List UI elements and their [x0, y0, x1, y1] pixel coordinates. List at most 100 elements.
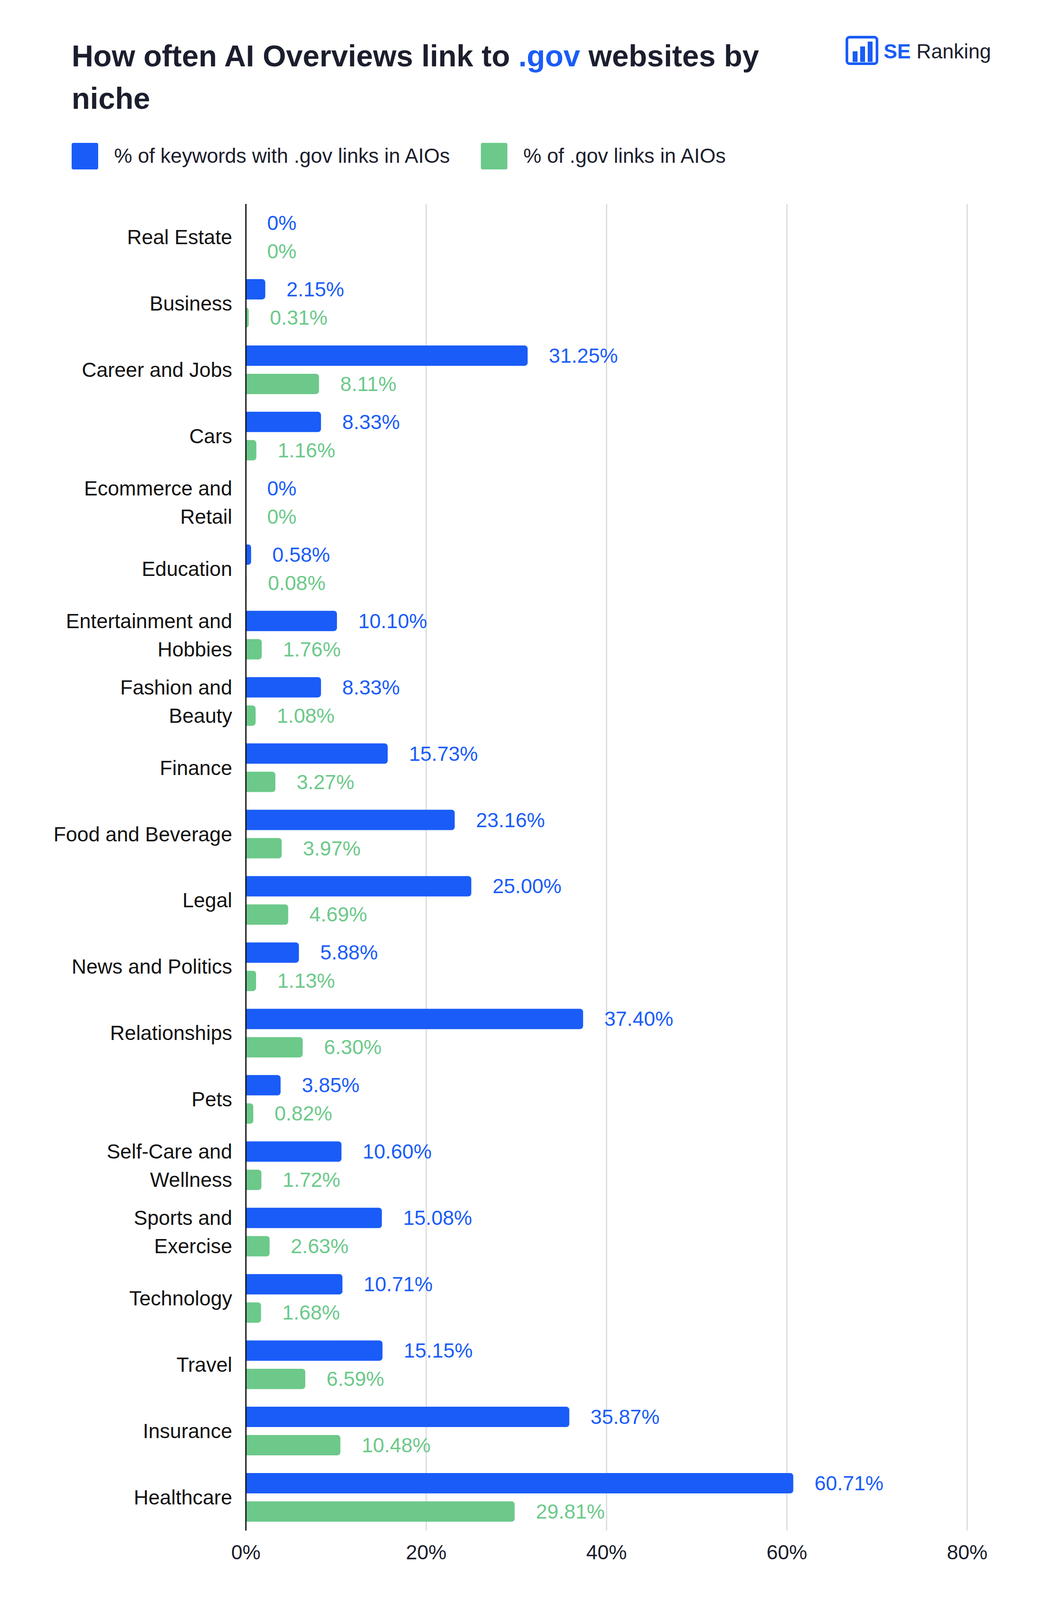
data-label: 0%: [267, 476, 297, 500]
data-label: 25.00%: [492, 874, 562, 898]
data-label: 10.71%: [363, 1272, 433, 1296]
data-label: 31.25%: [548, 344, 618, 368]
bar: [245, 1169, 262, 1190]
data-label: 8.33%: [342, 410, 400, 434]
bar: [245, 705, 256, 726]
data-label: 8.11%: [340, 372, 397, 396]
data-label: 6.30%: [323, 1035, 382, 1059]
data-label: 10.60%: [362, 1139, 432, 1163]
category-label: Self-Care andWellness: [106, 1139, 233, 1191]
grid-line: [786, 203, 788, 1531]
legend-label: % of .gov links in AIOs: [523, 144, 726, 168]
data-label: 0.31%: [269, 306, 328, 330]
bar: [245, 411, 322, 433]
bar: [245, 1406, 570, 1427]
bar: [245, 1368, 306, 1389]
data-label: 15.15%: [403, 1338, 473, 1362]
data-label: 4.69%: [309, 902, 368, 926]
data-label: 10.48%: [361, 1433, 431, 1457]
data-label: 1.16%: [277, 438, 336, 462]
category-label: News and Politics: [71, 954, 233, 978]
grid: 0% 20% 40% 60% 80%: [231, 203, 988, 1564]
logo-icon-bar: [852, 51, 858, 62]
tick-label: 40%: [585, 1540, 627, 1564]
data-label: 1.72%: [282, 1167, 341, 1191]
tick-label: 60%: [766, 1540, 808, 1564]
data-label: 3.97%: [302, 836, 361, 860]
data-label: 2.63%: [291, 1234, 349, 1258]
data-label: 15.73%: [409, 742, 479, 766]
bar: [245, 875, 472, 897]
bar: [245, 677, 322, 698]
chart: How often AI Overviews link to .gov webs…: [0, 0, 1053, 1600]
legend-swatch: [71, 142, 99, 170]
bar: [245, 1472, 794, 1494]
bar: [245, 1434, 341, 1456]
bar: [245, 1235, 270, 1256]
category-label: Insurance: [142, 1419, 233, 1443]
category-label: Legal: [182, 888, 233, 912]
legend-label: % of keywords with .gov links in AIOs: [114, 144, 450, 168]
title-group: How often AI Overviews link to .gov webs…: [71, 38, 760, 115]
grid-line: [966, 203, 969, 1531]
category-label: Healthcare: [134, 1485, 233, 1509]
category-label: Fashion andBeauty: [120, 675, 233, 728]
data-label: 0.82%: [274, 1101, 333, 1125]
bar: [245, 544, 252, 565]
tick-label: 0%: [231, 1540, 261, 1564]
data-label: 6.59%: [326, 1366, 384, 1390]
logo-text: SE Ranking: [883, 39, 992, 63]
category-label: Technology: [129, 1286, 233, 1310]
bar: [245, 903, 289, 925]
data-label: 15.08%: [402, 1206, 472, 1230]
logo-icon-bar: [860, 46, 866, 62]
category-label: Sports andExercise: [134, 1206, 233, 1258]
bar: [245, 440, 257, 461]
category-label: Career and Jobs: [81, 358, 233, 382]
data-label: 2.15%: [286, 277, 345, 301]
grid-line: [425, 203, 427, 1531]
bar: [245, 941, 299, 963]
bar: [245, 345, 528, 366]
bars: [245, 212, 794, 1522]
data-label: 0%: [267, 239, 297, 263]
logo-icon: [846, 37, 877, 64]
bar: [245, 610, 337, 632]
category-label: Ecommerce andRetail: [84, 476, 233, 529]
labels: Real Estate0%0%Business2.15%0.31%Career …: [53, 211, 884, 1523]
data-label: 0.08%: [268, 571, 326, 595]
grid-line: [605, 203, 608, 1531]
bar: [245, 838, 282, 859]
category-label: Relationships: [110, 1021, 233, 1045]
data-label: 8.33%: [342, 675, 400, 699]
category-label: Education: [141, 557, 233, 581]
axis-line: [245, 203, 247, 1531]
data-label: 37.40%: [604, 1007, 674, 1031]
tick-label: 80%: [946, 1540, 988, 1564]
category-label: Food and Beverage: [53, 822, 233, 846]
bar: [245, 373, 319, 395]
data-label: 5.88%: [320, 940, 378, 964]
data-label: 1.08%: [276, 704, 335, 728]
data-label: 1.13%: [277, 968, 335, 992]
legend-swatch: [480, 142, 508, 170]
bar: [245, 1036, 303, 1057]
data-label: 0%: [267, 211, 297, 235]
logo: SE Ranking: [846, 37, 992, 64]
category-label: Business: [149, 291, 233, 315]
data-label: 29.81%: [536, 1499, 605, 1523]
bar: [245, 1207, 382, 1228]
logo-icon-bar: [867, 41, 873, 62]
data-label: 0.58%: [272, 543, 330, 567]
data-label: 10.10%: [358, 609, 428, 633]
category-label: Entertainment andHobbies: [65, 609, 233, 661]
category-label: Travel: [176, 1352, 233, 1376]
bar: [245, 970, 257, 991]
bar: [245, 1301, 261, 1323]
bar: [245, 279, 266, 300]
bar: [245, 1501, 515, 1522]
bar: [245, 1102, 254, 1124]
data-label: 60.71%: [814, 1471, 884, 1495]
tick-label: 20%: [405, 1540, 447, 1564]
background: [0, 0, 1053, 1600]
